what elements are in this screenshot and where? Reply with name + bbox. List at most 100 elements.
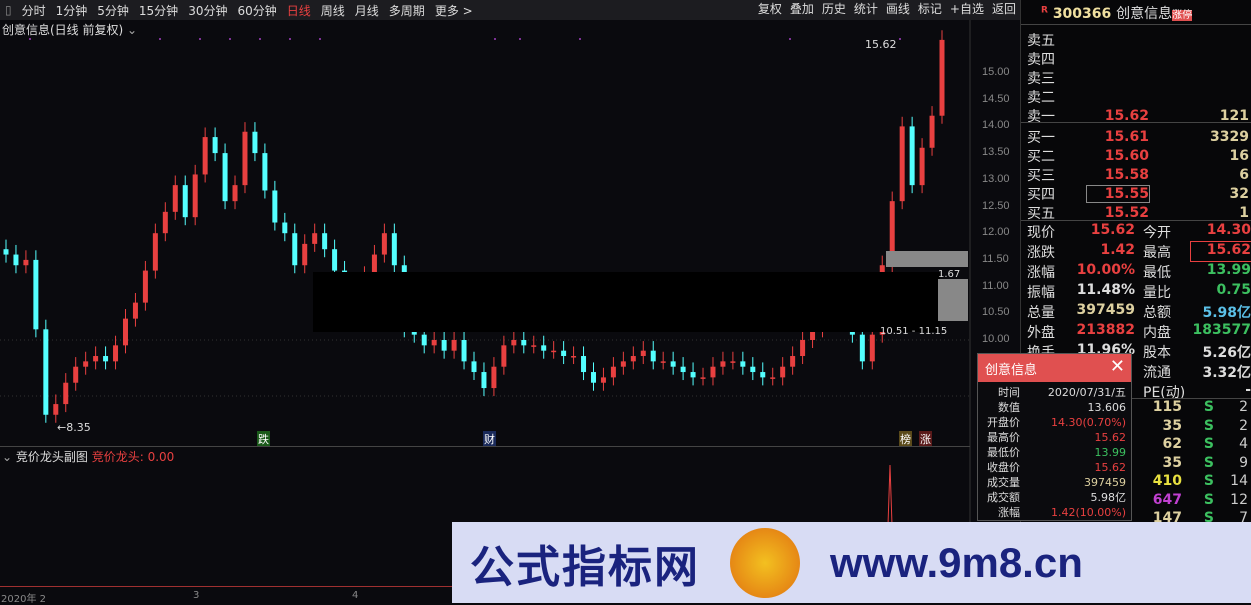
close-icon[interactable]: ✕ [1109, 356, 1125, 377]
toolbar-action[interactable]: 返回 [991, 2, 1016, 16]
candle-body [83, 361, 89, 367]
stock-header: R 300366 创意信息涨停 [1041, 5, 1193, 22]
chevron-down-icon[interactable]: ⌄ [127, 23, 138, 37]
candle-body [790, 356, 796, 367]
tick-row: 35 S 2 [1162, 417, 1248, 434]
popup-row: 时间 2020/07/31/五 [998, 386, 1126, 399]
quote-label: PE(动) [1143, 385, 1186, 401]
candle-body [640, 350, 646, 357]
signal-dot [259, 38, 261, 40]
date-label: 2020年 2 [1, 594, 46, 605]
period-tab[interactable]: 1分钟 [55, 3, 88, 18]
quote-value: - [1245, 382, 1251, 398]
tick-row: 115 S 2 [1152, 399, 1248, 415]
period-tab[interactable]: 周线 [320, 3, 345, 18]
quote-label: 涨跌 [1027, 245, 1055, 261]
marker-rise[interactable]: 涨 [919, 431, 932, 447]
candle-body [182, 185, 188, 218]
signal-dot [319, 38, 321, 40]
quote-value: 5.98亿 [1202, 305, 1251, 321]
price-tick: 12.50 [982, 199, 1010, 212]
candle-body [889, 201, 895, 266]
period-tab[interactable]: 5分钟 [97, 3, 129, 18]
candle-body [561, 350, 567, 357]
period-tab[interactable]: 月线 [354, 3, 379, 18]
candle-body [720, 361, 726, 367]
quote-value: 397459 [1076, 302, 1135, 318]
candle-body [252, 131, 258, 154]
candle-body [630, 356, 636, 362]
quote-value: 1.42 [1100, 242, 1135, 258]
limit-up-badge: 涨停 [1172, 10, 1193, 21]
quote-label: 振幅 [1027, 285, 1055, 301]
toolbar-action[interactable]: 标记 [917, 2, 942, 16]
date-label: 3 [193, 590, 200, 601]
layout-icon[interactable]: ▯ [5, 3, 12, 17]
period-tab[interactable]: 更多 > [434, 3, 473, 18]
period-tab[interactable]: 日线 [286, 3, 311, 18]
toolbar-action[interactable]: 历史 [821, 2, 846, 16]
candle-body [33, 259, 39, 330]
period-tab[interactable]: 60分钟 [237, 3, 277, 18]
candle-body [800, 340, 806, 357]
candle-body [13, 254, 19, 266]
quote-label: 现价 [1027, 225, 1055, 241]
order-book-row: 买三 15.58 6 [1027, 166, 1249, 184]
candle-body [451, 340, 457, 351]
range-box-2 [938, 279, 968, 321]
candle-body [620, 361, 626, 367]
toolbar-action[interactable]: 复权 [757, 2, 782, 16]
quote-value: 15.62 [1090, 222, 1135, 238]
tick-row: 410 S 14 [1152, 473, 1248, 489]
quote-label: 外盘 [1027, 325, 1055, 341]
quote-label: 股本 [1143, 345, 1171, 361]
candle-body [232, 185, 238, 202]
candle-body [322, 233, 328, 250]
candle-body [710, 366, 716, 378]
candle-body [541, 345, 547, 351]
candle-body [441, 340, 447, 351]
signal-dot [579, 38, 581, 40]
popup-title: 创意信息 [985, 363, 1038, 378]
toolbar-action[interactable]: 画线 [885, 2, 910, 16]
period-tab[interactable]: 分时 [21, 3, 46, 18]
marker-list[interactable]: 榜 [899, 431, 912, 447]
period-tab[interactable]: 30分钟 [188, 3, 228, 18]
candle-body [511, 340, 517, 346]
watermark-banner: 公式指标网 www.9m8.cn [452, 522, 1251, 603]
quote-value: 5.26亿 [1202, 345, 1251, 361]
candle-body [571, 356, 577, 358]
order-book-row: 买一 15.61 3329 [1027, 128, 1249, 146]
period-tab[interactable]: 15分钟 [138, 3, 179, 18]
price-tick: 11.00 [982, 279, 1009, 292]
candle-body [381, 233, 387, 255]
signal-dot [159, 38, 161, 40]
period-tab[interactable]: 多周期 [388, 3, 425, 18]
toolbar-action[interactable]: +自选 [949, 2, 984, 16]
signal-dot [899, 38, 901, 40]
high-price-label: 15.62 [865, 38, 897, 51]
order-book-row: 卖三 [1027, 70, 1055, 87]
order-book-row: 买五 15.52 1 [1027, 204, 1249, 222]
quote-label: 总量 [1027, 305, 1055, 321]
marker-fall[interactable]: 跌 [257, 431, 270, 447]
candle-body [690, 372, 696, 378]
candle-body [461, 340, 467, 362]
toolbar-action[interactable]: 统计 [853, 2, 878, 16]
candle-body [501, 345, 507, 367]
quote-value: 13.99 [1206, 262, 1251, 278]
quote-value: 11.48% [1076, 282, 1135, 298]
candle-body [670, 361, 676, 367]
toolbar-action[interactable]: 叠加 [789, 2, 814, 16]
order-book-row: 买四 15.55 32 [1027, 184, 1249, 203]
order-book-row: 卖四 [1027, 51, 1055, 68]
range-label: 1.67 [938, 269, 961, 280]
tick-row: 35 S 9 [1162, 454, 1248, 471]
price-tick: 13.50 [982, 146, 1010, 159]
candle-body [142, 270, 148, 303]
marker-finance[interactable]: 财 [483, 431, 496, 447]
subchart-title[interactable]: ⌄ 竞价龙头副图 竞价龙头: 0.00 [2, 450, 175, 464]
chart-title[interactable]: 创意信息(日线 前复权) ⌄ [2, 23, 138, 37]
candle-body [899, 126, 905, 202]
candle-body [551, 350, 557, 353]
